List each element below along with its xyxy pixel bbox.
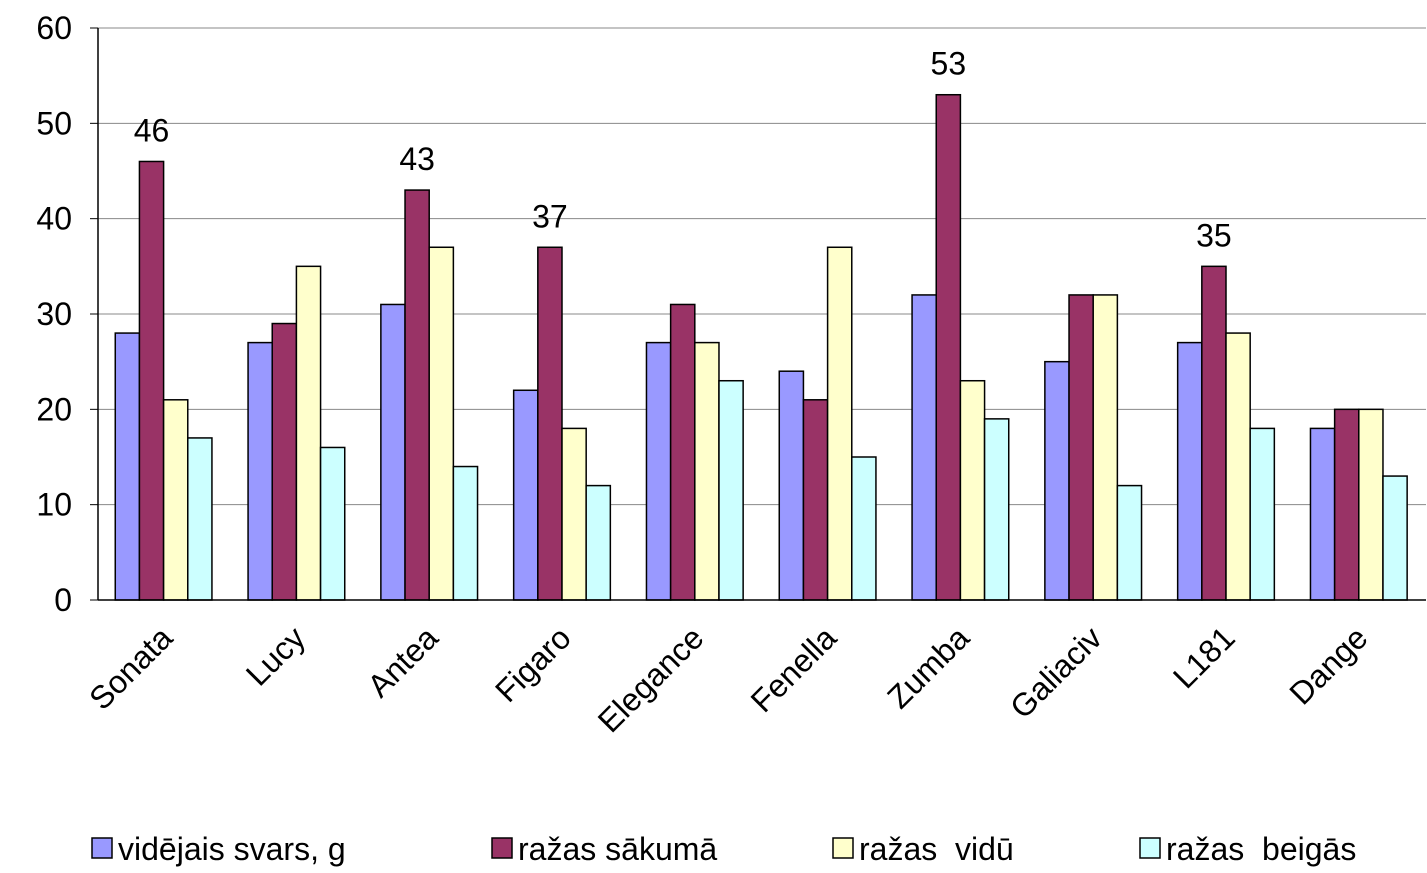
y-tick-label: 50 [36, 105, 72, 141]
bar [1116, 484, 1143, 601]
bar [1333, 408, 1360, 601]
bar [718, 379, 744, 601]
bar [959, 379, 986, 601]
data-label: 53 [931, 46, 967, 82]
bar [561, 427, 587, 601]
x-tick-label: L181 [1166, 619, 1242, 695]
y-tick-label: 0 [54, 582, 72, 618]
bar [138, 160, 165, 601]
data-label: 35 [1196, 217, 1232, 253]
bar [669, 303, 696, 601]
bar [404, 189, 430, 601]
x-tick-label: Sonata [82, 619, 179, 716]
bar [114, 332, 141, 601]
x-tick-label: Lucy [239, 619, 312, 692]
x-tick-label: Figaro [488, 619, 578, 709]
bar [778, 370, 805, 601]
bar [537, 246, 563, 601]
bar [983, 418, 1010, 601]
y-tick-label: 40 [36, 201, 72, 237]
bar [295, 265, 322, 601]
x-tick-label: Galiaciv [1003, 619, 1109, 725]
y-tick-label: 20 [36, 391, 72, 427]
bar [802, 399, 829, 601]
legend-swatch [91, 837, 113, 859]
bar [935, 93, 962, 601]
bar [1068, 294, 1094, 601]
legend-swatch [1139, 837, 1161, 859]
bar [1382, 475, 1408, 601]
bar [319, 446, 346, 601]
bar [694, 341, 720, 601]
x-tick-label: Fenella [744, 619, 844, 719]
x-tick-label: Dange [1282, 619, 1374, 711]
bar [1358, 408, 1384, 601]
data-label: 46 [134, 112, 170, 148]
y-tick-label: 10 [36, 487, 72, 523]
bar [428, 246, 455, 601]
bar [1309, 427, 1336, 601]
data-label: 37 [532, 198, 568, 234]
bar [1044, 360, 1070, 601]
bar [380, 303, 406, 601]
x-tick-label: Elegance [591, 619, 711, 739]
bar [851, 456, 877, 601]
bar [585, 484, 612, 601]
legend-label: ražas sākumā [518, 831, 717, 867]
bar [162, 399, 189, 601]
bar [452, 465, 479, 601]
bar [826, 246, 853, 601]
bar [1176, 341, 1203, 601]
bar [1225, 332, 1251, 601]
legend-label: vidējais svars, g [118, 831, 346, 867]
x-tick-label: Zumba [880, 619, 976, 715]
data-label: 43 [399, 141, 435, 177]
x-tick-label: Antea [360, 619, 445, 704]
bar [1201, 265, 1227, 601]
bar [1092, 294, 1119, 601]
bar [271, 322, 298, 601]
bar [512, 389, 539, 601]
bar [247, 341, 273, 601]
bar [187, 437, 213, 601]
bar [911, 294, 937, 601]
legend-label: ražas vidū [859, 831, 1014, 867]
y-tick-label: 60 [36, 10, 72, 46]
bar [645, 341, 672, 601]
legend-label: ražas beigās [1166, 831, 1356, 867]
bar [1249, 427, 1276, 601]
y-tick-label: 30 [36, 296, 72, 332]
legend-swatch [832, 837, 854, 859]
legend-swatch [491, 837, 513, 859]
